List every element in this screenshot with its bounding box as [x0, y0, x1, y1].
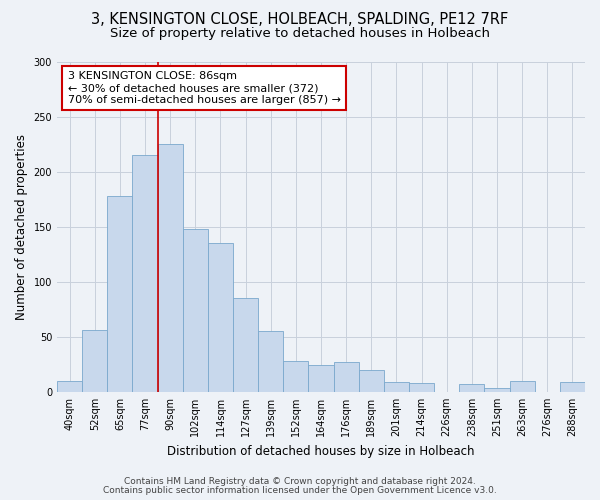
Bar [409, 383, 434, 392]
Text: 3, KENSINGTON CLOSE, HOLBEACH, SPALDING, PE12 7RF: 3, KENSINGTON CLOSE, HOLBEACH, SPALDING,… [91, 12, 509, 28]
X-axis label: Distribution of detached houses by size in Holbeach: Distribution of detached houses by size … [167, 444, 475, 458]
Bar [82, 330, 107, 392]
Bar [158, 144, 183, 392]
Bar [459, 384, 484, 392]
Bar [57, 381, 82, 392]
Bar [384, 382, 409, 392]
Text: 3 KENSINGTON CLOSE: 86sqm
← 30% of detached houses are smaller (372)
70% of semi: 3 KENSINGTON CLOSE: 86sqm ← 30% of detac… [68, 72, 341, 104]
Bar [484, 388, 509, 392]
Bar [509, 381, 535, 392]
Bar [359, 370, 384, 392]
Bar [208, 243, 233, 392]
Bar [133, 155, 158, 392]
Text: Contains public sector information licensed under the Open Government Licence v3: Contains public sector information licen… [103, 486, 497, 495]
Bar [107, 196, 133, 392]
Bar [283, 361, 308, 392]
Bar [334, 362, 359, 392]
Bar [560, 382, 585, 392]
Bar [183, 229, 208, 392]
Bar [258, 332, 283, 392]
Text: Contains HM Land Registry data © Crown copyright and database right 2024.: Contains HM Land Registry data © Crown c… [124, 477, 476, 486]
Bar [233, 298, 258, 392]
Y-axis label: Number of detached properties: Number of detached properties [15, 134, 28, 320]
Bar [308, 366, 334, 392]
Text: Size of property relative to detached houses in Holbeach: Size of property relative to detached ho… [110, 28, 490, 40]
